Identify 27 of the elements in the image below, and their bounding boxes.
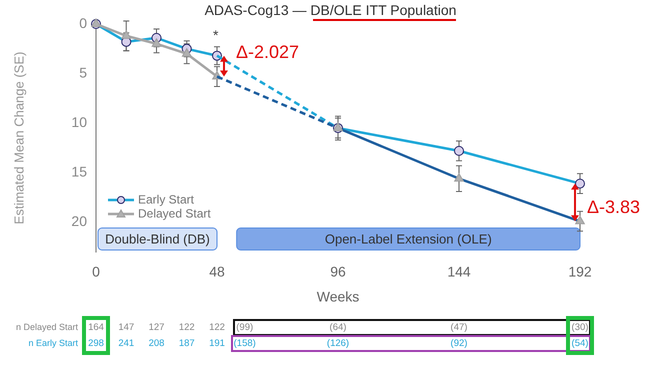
x-tick-label: 192 bbox=[568, 263, 592, 280]
text: n Delayed Start 164 147 127 122 122 (99) (64) (47) (30) bbox=[16, 322, 588, 333]
point bbox=[121, 30, 132, 39]
annotation: Δ-3.83 bbox=[587, 197, 640, 218]
point bbox=[182, 48, 192, 57]
y-tick-label: 10 bbox=[71, 114, 88, 130]
x-axis-title: Weeks bbox=[316, 288, 360, 304]
y-tick-label: 15 bbox=[71, 164, 88, 180]
point bbox=[152, 38, 162, 47]
band-label: Double-Blind (DB) bbox=[105, 232, 210, 247]
x-tick-label: 0 bbox=[92, 263, 100, 280]
band-label: Open-Label Extension (OLE) bbox=[324, 232, 492, 247]
chart-title: ADAS-Cog13 — DB/OLE ITT Population bbox=[204, 2, 456, 18]
y-axis-title: Estimated Mean Change (SE) bbox=[11, 52, 26, 224]
x-tick-label: 48 bbox=[209, 263, 225, 280]
point bbox=[454, 173, 464, 182]
y-tick-label: 5 bbox=[79, 64, 88, 80]
legend-label: Delayed Start bbox=[138, 206, 212, 220]
x-tick-label: 96 bbox=[330, 263, 346, 280]
annotation: Δ-2.027 bbox=[236, 42, 300, 64]
annotation: * bbox=[213, 26, 218, 43]
text: n Early Start 298 241 208 187 191 (158) (126) (92) (54) bbox=[28, 338, 588, 349]
x-tick-label: 144 bbox=[447, 263, 471, 280]
point bbox=[575, 216, 585, 224]
legend-label: Early Start bbox=[138, 192, 195, 206]
y-tick-label: 0 bbox=[79, 14, 88, 31]
y-tick-label: 20 bbox=[71, 213, 88, 230]
